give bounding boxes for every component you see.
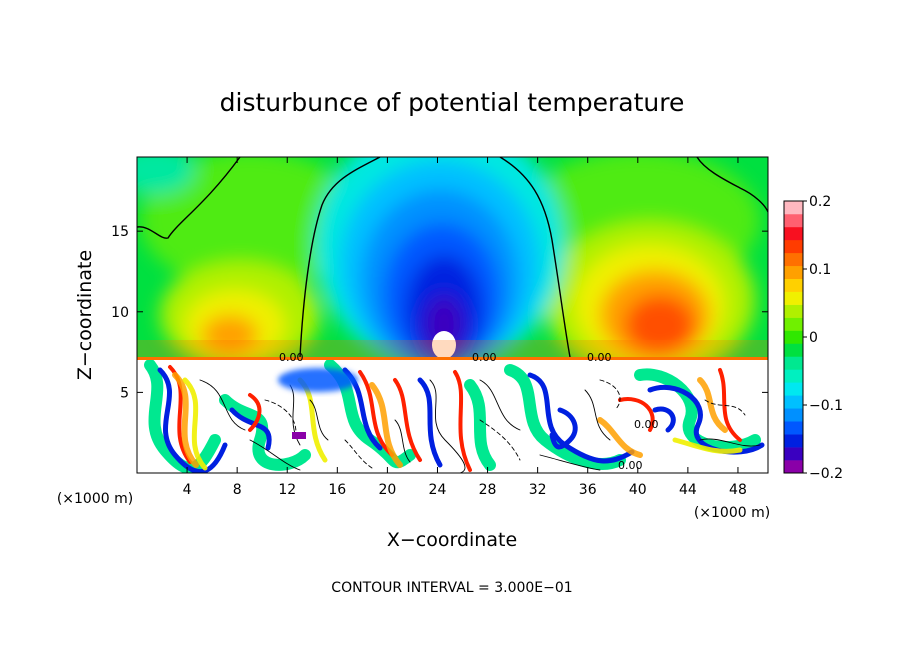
colorbar-swatch [784,382,803,396]
colorbar-swatch [784,265,803,280]
colorbar-swatch [784,421,803,435]
contour-label: 0.00 [279,351,304,364]
zero-contour-right [696,157,768,213]
x-axis-label: X−coordinate [387,529,517,551]
colorbar-swatch [784,213,803,228]
x-axis: 4 8 12 16 20 24 28 32 36 40 44 48 [183,157,747,498]
x-tick-label: 20 [378,482,396,498]
x-tick-label: 40 [629,482,647,498]
heatmap-lower-layer [137,357,768,473]
colorbar-swatch [784,395,803,409]
colorbar-tick-label: −0.2 [809,466,843,482]
contour-interval-note: CONTOUR INTERVAL = 3.000E−01 [331,580,572,596]
chart-title: disturbunce of potential temperature [220,88,685,117]
colorbar-swatch [784,447,803,461]
colorbar-swatch [784,330,803,344]
x-tick-label: 28 [479,482,497,498]
heatmap-upper-field [137,157,768,357]
colorbar-swatch [784,239,803,254]
x-tick-label: 48 [729,482,747,498]
y-tick-label: 5 [120,385,129,401]
x-unit-label: (×1000 m) [694,505,770,521]
colorbar-swatch [784,408,803,422]
x-tick-label: 4 [183,482,192,498]
colorbar-swatch [784,317,803,331]
y-axis-label: Z−coordinate [74,250,96,380]
colorbar-swatch [784,252,803,267]
colorbar-swatch [784,356,803,370]
zero-contour-left [137,157,241,239]
zero-contour-center [299,157,571,357]
colorbar-swatch [784,434,803,448]
y-tick-label: 10 [111,305,129,321]
contour-labels: 0.00 0.00 0.00 0.00 0.00 [279,351,659,472]
contour-label: 0.00 [472,351,497,364]
plot-frame [136,156,769,474]
colorbar-swatch [784,226,803,241]
y-tick-label: 15 [111,224,129,240]
colorbar-tick-label: 0 [809,330,818,346]
x-tick-label: 36 [579,482,597,498]
contour-label: 0.00 [587,351,612,364]
colorbar: 0.2 0.1 0 −0.1 −0.2 [783,194,843,482]
colorbar-swatch [784,343,803,357]
y-unit-label: (×1000 m) [57,491,133,507]
colorbar-tick-label: 0.2 [809,194,831,210]
colorbar-tick-label: −0.1 [809,398,843,414]
colorbar-swatch [784,278,803,292]
colorbar-swatch [784,460,803,474]
x-tick-label: 24 [429,482,447,498]
colorbar-swatch [784,201,803,215]
colorbar-swatch [784,304,803,318]
x-tick-label: 32 [529,482,547,498]
contour-label: 0.00 [634,418,659,431]
x-tick-label: 8 [233,482,242,498]
colorbar-swatch [784,369,803,383]
x-tick-label: 12 [278,482,296,498]
contour-label: 0.00 [618,459,643,472]
x-tick-label: 16 [328,482,346,498]
colorbar-tick-label: 0.1 [809,262,831,278]
y-axis: 5 10 15 [111,224,768,401]
colorbar-swatch [784,291,803,305]
x-tick-label: 44 [679,482,697,498]
